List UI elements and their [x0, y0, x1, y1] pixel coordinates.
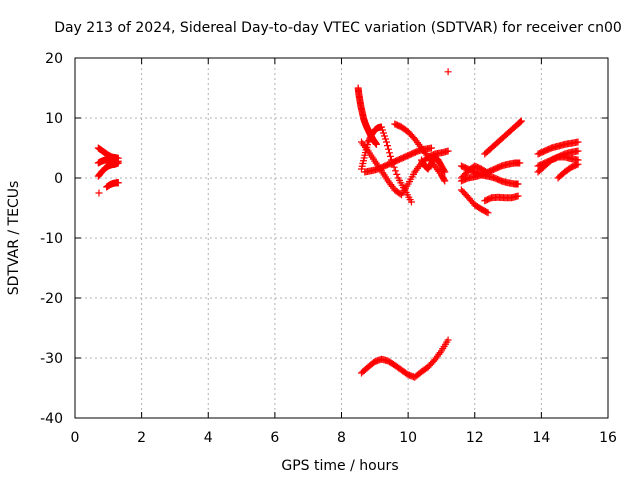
series-arc-b — [354, 84, 380, 148]
data-point — [483, 168, 491, 176]
series-arc-r — [554, 160, 582, 182]
data-point — [441, 168, 449, 176]
data-point — [377, 123, 385, 131]
data-point — [372, 140, 380, 148]
x-tick-label: 6 — [270, 430, 279, 446]
data-point — [440, 176, 448, 184]
chart-title: Day 213 of 2024, Sidereal Day-to-day VTE… — [54, 20, 622, 36]
series-outlier-b — [444, 68, 452, 76]
x-axis-label: GPS time / hours — [281, 458, 398, 474]
data-point — [441, 177, 449, 185]
series-outlier-a — [95, 189, 103, 197]
series-arc-o — [534, 138, 582, 158]
data-point — [393, 170, 401, 178]
series-arc-j — [457, 162, 522, 188]
data-point — [380, 132, 388, 140]
series-arc-n — [457, 162, 492, 182]
y-tick-label: 20 — [45, 51, 63, 67]
data-point — [574, 138, 582, 146]
data-point — [383, 142, 391, 150]
data-point — [516, 159, 524, 167]
y-tick-label: -30 — [40, 351, 63, 367]
data-point — [114, 179, 122, 187]
x-tick-label: 2 — [137, 430, 146, 446]
y-tick-label: 10 — [45, 111, 63, 127]
x-tick-label: 4 — [204, 430, 213, 446]
data-point — [574, 160, 582, 168]
data-point — [391, 167, 399, 175]
series-arc-a3 — [94, 159, 122, 180]
y-tick-label: -10 — [40, 231, 63, 247]
data-point — [385, 149, 393, 157]
data-point — [517, 117, 525, 125]
series-arc-k — [457, 186, 492, 217]
y-tick-label: 0 — [54, 171, 63, 187]
x-tick-label: 8 — [337, 430, 346, 446]
tick-labels: 0 2 4 6 8 10 12 14 16 -40 -30 -20 -10 0 10 20 — [40, 51, 617, 446]
series-arc-m — [481, 117, 525, 158]
data-point — [378, 126, 386, 134]
y-tick-label: -20 — [40, 291, 63, 307]
data-point — [444, 336, 452, 344]
y-tick-label: -40 — [40, 411, 63, 427]
x-tick-label: 14 — [532, 430, 550, 446]
data-point — [483, 208, 491, 216]
data-point — [440, 167, 448, 175]
x-tick-label: 10 — [399, 430, 417, 446]
data-point — [381, 135, 389, 143]
data-point — [384, 145, 392, 153]
x-tick-label: 0 — [71, 430, 80, 446]
data-point — [514, 192, 522, 200]
y-axis-label: SDTVAR / TECUs — [6, 181, 22, 296]
data-point — [484, 209, 492, 217]
series-arc-a4 — [103, 179, 122, 191]
data-point — [427, 144, 435, 152]
data-point — [444, 68, 452, 76]
series-arc-g — [417, 153, 449, 176]
data-point — [379, 129, 387, 137]
data-point — [514, 180, 522, 188]
series-arc-h — [357, 336, 452, 381]
grid-lines — [75, 58, 608, 418]
x-tick-label: 16 — [599, 430, 617, 446]
series-arc-q — [534, 153, 582, 176]
x-tick-label: 12 — [466, 430, 484, 446]
data-point — [382, 138, 390, 146]
axis-ticks — [74, 57, 609, 419]
data-point — [95, 189, 103, 197]
data-point — [444, 147, 452, 155]
data-point — [574, 147, 582, 155]
series-arc-l — [481, 192, 522, 205]
data-marks — [94, 68, 582, 381]
data-point — [484, 169, 492, 177]
data-point — [114, 159, 122, 167]
data-point — [386, 152, 394, 160]
data-point — [407, 198, 415, 206]
